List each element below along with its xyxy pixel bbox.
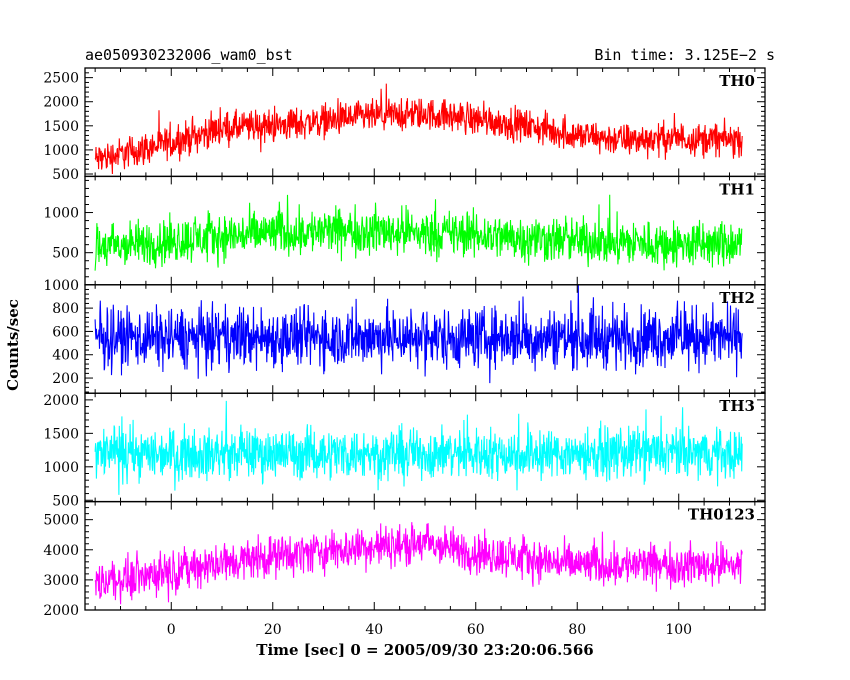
x-tick-label: 60 <box>467 622 485 638</box>
x-tick-label: 40 <box>365 622 383 638</box>
y-tick-label: 1500 <box>43 119 79 135</box>
y-tick-label: 600 <box>52 324 79 340</box>
series-th2 <box>94 284 743 384</box>
channel-label: TH2 <box>719 289 755 307</box>
x-tick-label: 0 <box>167 622 176 638</box>
panel-th0123: 2000 3000 4000 5000 TH0123 <box>43 500 766 619</box>
y-tick-label: 1000 <box>43 206 79 222</box>
series-th0123 <box>94 522 743 605</box>
y-tick-label: 2500 <box>43 71 79 87</box>
series-th1 <box>94 194 743 271</box>
channel-label: TH0123 <box>688 506 755 524</box>
y-tick-label: 1000 <box>43 278 79 294</box>
y-tick-label: 1500 <box>43 426 79 442</box>
panel-th3: 500 1000 1500 2000 TH3 <box>43 392 766 509</box>
y-tick-label: 200 <box>52 371 79 387</box>
panel-frame <box>84 67 766 178</box>
series-th0 <box>94 83 743 175</box>
y-tick-label: 2000 <box>43 95 79 111</box>
y-tick-label: 1000 <box>43 460 79 476</box>
panel-th1: 500 1000 TH1 <box>43 175 766 286</box>
y-tick-label: 400 <box>52 348 79 364</box>
y-tick-label: 3000 <box>43 573 79 589</box>
bin-time-label: Bin time: 3.125E−2 s <box>594 46 775 64</box>
y-tick-label: 2000 <box>43 603 79 619</box>
series-th3 <box>94 400 743 495</box>
y-tick-label: 1000 <box>43 143 79 159</box>
channel-label: TH1 <box>719 180 755 198</box>
y-tick-label: 800 <box>52 301 79 317</box>
panel-th0: 500 1000 1500 2000 2500 TH0 <box>43 67 766 183</box>
y-tick-label: 5000 <box>43 513 79 529</box>
channel-label: TH0 <box>719 72 755 90</box>
panel-frame <box>84 500 766 611</box>
y-axis-label: Counts/sec <box>4 299 22 391</box>
y-tick-label: 500 <box>52 246 79 262</box>
x-axis-label: Time [sec] 0 = 2005/09/30 23:20:06.566 <box>256 641 593 659</box>
y-tick-label: 4000 <box>43 543 79 559</box>
x-tick-label: 100 <box>665 622 692 638</box>
observation-id: ae050930232006_wam0_bst <box>85 46 293 64</box>
x-tick-label: 80 <box>568 622 586 638</box>
channel-label: TH3 <box>719 397 755 415</box>
x-tick-label: 20 <box>264 622 282 638</box>
y-tick-label: 2000 <box>43 393 79 409</box>
panel-th2: 200 400 600 800 1000 TH2 <box>43 278 766 394</box>
y-tick-label: 500 <box>52 167 79 183</box>
y-tick-label: 500 <box>52 493 79 509</box>
